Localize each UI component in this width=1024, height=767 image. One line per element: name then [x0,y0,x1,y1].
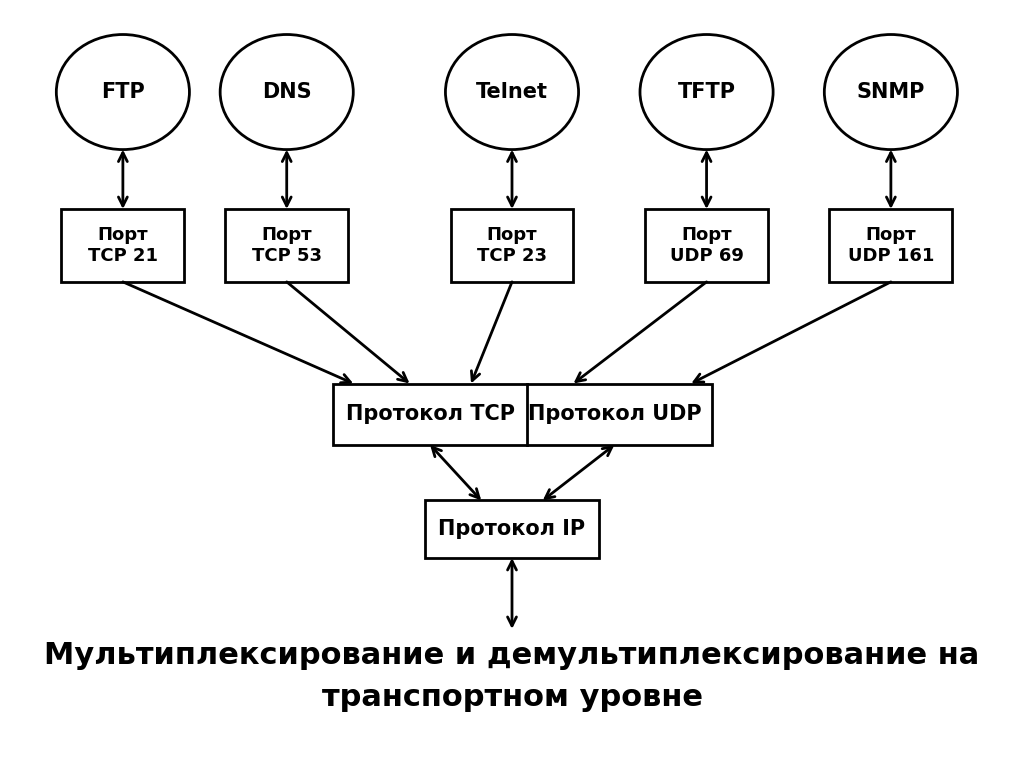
Text: Протокол IP: Протокол IP [438,519,586,539]
Text: Протокол UDP: Протокол UDP [527,404,701,424]
Text: Порт
TCP 21: Порт TCP 21 [88,226,158,265]
Text: Порт
TCP 23: Порт TCP 23 [477,226,547,265]
Text: SNMP: SNMP [857,82,925,102]
Text: Порт
UDP 69: Порт UDP 69 [670,226,743,265]
Ellipse shape [445,35,579,150]
FancyBboxPatch shape [61,209,184,281]
FancyBboxPatch shape [645,209,768,281]
Text: TFTP: TFTP [678,82,735,102]
FancyBboxPatch shape [829,209,952,281]
Text: Порт
UDP 161: Порт UDP 161 [848,226,934,265]
FancyBboxPatch shape [225,209,348,281]
FancyBboxPatch shape [425,500,599,558]
Ellipse shape [56,35,189,150]
Text: FTP: FTP [101,82,144,102]
FancyBboxPatch shape [333,384,712,445]
Text: Протокол TCP: Протокол TCP [345,404,515,424]
Text: Порт
TCP 53: Порт TCP 53 [252,226,322,265]
Text: Мультиплексирование и демультиплексирование на: Мультиплексирование и демультиплексирова… [44,641,980,670]
FancyBboxPatch shape [451,209,573,281]
Ellipse shape [640,35,773,150]
Text: DNS: DNS [262,82,311,102]
Text: транспортном уровне: транспортном уровне [322,683,702,713]
Ellipse shape [220,35,353,150]
Text: Telnet: Telnet [476,82,548,102]
Ellipse shape [824,35,957,150]
